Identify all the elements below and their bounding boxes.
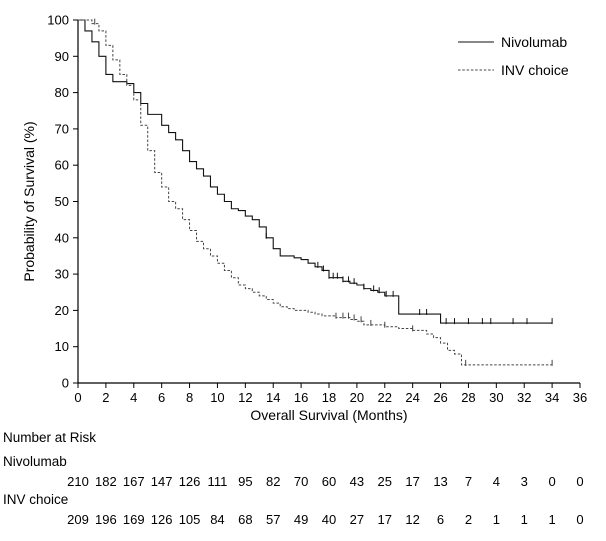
- x-tick-label: 6: [158, 390, 165, 405]
- y-tick-label: 60: [55, 158, 69, 173]
- risk-value: 82: [265, 474, 281, 489]
- x-tick-label: 4: [130, 390, 137, 405]
- risk-value: 27: [349, 512, 365, 527]
- x-tick-label: 16: [294, 390, 308, 405]
- legend-label-inv-choice: INV choice: [501, 62, 569, 78]
- risk-value: 1: [548, 512, 556, 527]
- risk-value: 167: [122, 474, 145, 489]
- risk-value: 57: [265, 512, 281, 527]
- risk-row-label-nivolumab: Nivolumab: [3, 454, 67, 469]
- risk-value: 3: [520, 474, 528, 489]
- risk-value: 7: [464, 474, 473, 489]
- risk-value: 49: [293, 512, 309, 527]
- risk-value: 84: [210, 512, 225, 527]
- x-tick-label: 8: [186, 390, 193, 405]
- series-line-inv-choice: [78, 19, 553, 366]
- y-axis-title: Probability of Survival (%): [21, 121, 37, 281]
- axes: 0 2 4 6 8 10 12 14 16 18 20 22 24 26 28 30 32 34 360102030…: [47, 13, 587, 406]
- legend-label-nivolumab: Nivolumab: [501, 34, 567, 50]
- risk-value: 209: [67, 512, 89, 527]
- risk-value: 17: [405, 474, 420, 489]
- risk-value: 210: [67, 474, 89, 489]
- y-tick-label: 80: [55, 85, 69, 100]
- risk-value: 169: [122, 512, 145, 527]
- risk-value: 1: [520, 512, 528, 527]
- risk-value: 95: [238, 474, 253, 489]
- x-tick-label: 20: [350, 390, 364, 405]
- x-tick-label: 14: [266, 390, 280, 405]
- risk-value: 0: [576, 474, 584, 489]
- x-tick-label: 12: [238, 390, 252, 405]
- y-tick-label: 100: [47, 13, 69, 28]
- risk-value: 4: [492, 474, 500, 489]
- x-axis-title: Overall Survival (Months): [250, 407, 407, 423]
- risk-value: 126: [178, 474, 201, 489]
- km-chart: 0 2 4 6 8 10 12 14 16 18 20 22 24 26 28 30 32 34 360102030…: [21, 13, 587, 424]
- risk-value: 111: [207, 474, 228, 489]
- risk-value: 0: [548, 474, 556, 489]
- x-tick-label: 34: [545, 390, 559, 405]
- risk-value: 40: [321, 512, 337, 527]
- series-layer: [78, 18, 553, 366]
- risk-value: 147: [150, 474, 173, 489]
- x-tick-label: 0: [74, 390, 81, 405]
- x-tick-label: 10: [210, 390, 224, 405]
- risk-table-title: Number at Risk: [3, 430, 97, 445]
- series-line-nivolumab: [78, 19, 553, 324]
- x-tick-label: 2: [102, 390, 109, 405]
- risk-value: 12: [405, 512, 420, 527]
- risk-value: 6: [436, 512, 445, 527]
- y-tick-label: 10: [55, 339, 69, 354]
- risk-value: 43: [349, 474, 365, 489]
- y-tick-label: 20: [55, 303, 69, 318]
- x-tick-label: 30: [489, 390, 503, 405]
- risk-value: 25: [377, 474, 392, 489]
- risk-value: 182: [95, 474, 117, 489]
- risk-value: 17: [377, 512, 392, 527]
- y-tick-label: 30: [55, 267, 69, 282]
- risk-value: 1: [492, 512, 500, 527]
- risk-row-label-inv-choice: INV choice: [3, 492, 69, 507]
- risk-value: 2: [464, 512, 473, 527]
- y-tick-label: 40: [55, 230, 69, 245]
- risk-value: 13: [433, 474, 448, 489]
- risk-value: 0: [576, 512, 584, 527]
- risk-value: 60: [321, 474, 337, 489]
- x-tick-label: 28: [461, 390, 475, 405]
- risk-value: 68: [238, 512, 253, 527]
- x-tick-label: 32: [517, 390, 531, 405]
- risk-value: 126: [150, 512, 173, 527]
- risk-value: 70: [293, 474, 309, 489]
- x-tick-label: 18: [322, 390, 336, 405]
- risk-value: 196: [95, 512, 117, 527]
- x-tick-label: 26: [433, 390, 447, 405]
- x-tick-label: 24: [405, 390, 419, 405]
- legend: Nivolumab INV choice: [458, 34, 569, 78]
- y-tick-label: 0: [62, 376, 69, 391]
- y-tick-label: 90: [55, 49, 69, 64]
- x-tick-label: 22: [378, 390, 392, 405]
- x-tick-label: 36: [573, 390, 587, 405]
- risk-value: 105: [178, 512, 201, 527]
- y-tick-label: 50: [55, 194, 69, 209]
- y-tick-label: 70: [55, 121, 69, 136]
